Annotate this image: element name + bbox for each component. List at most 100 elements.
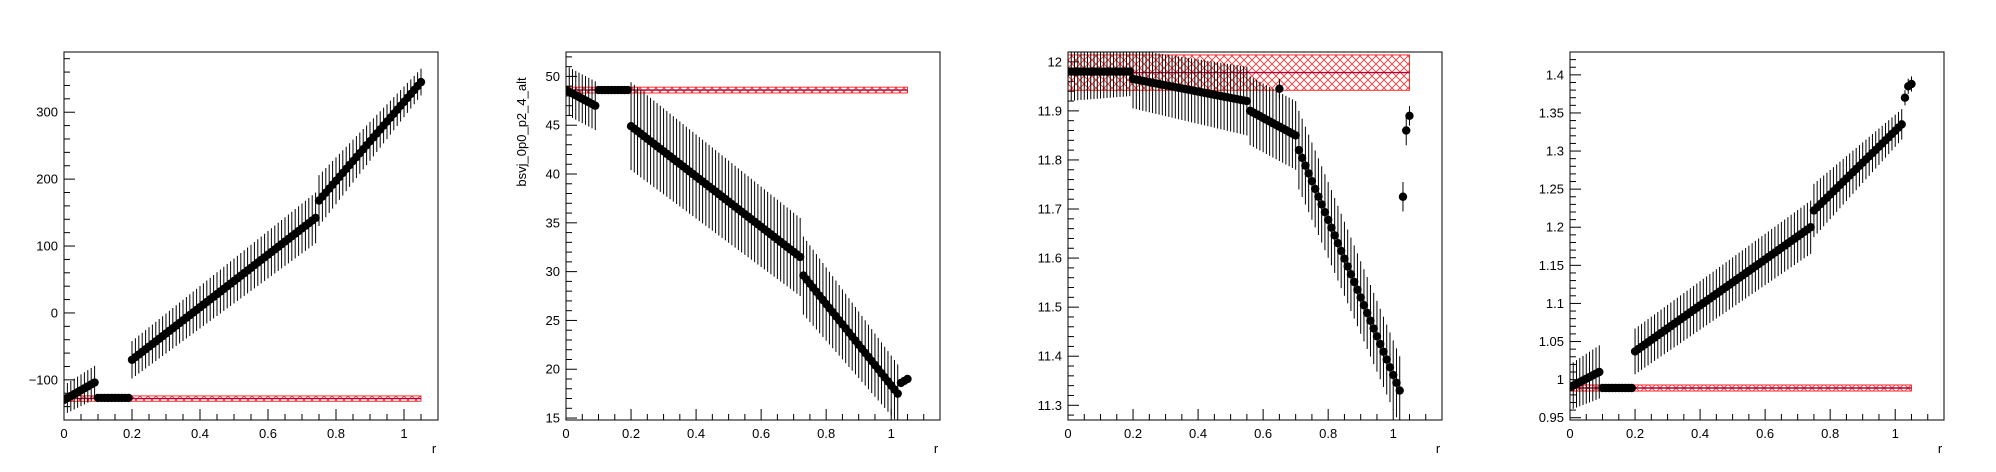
data-layer (64, 68, 426, 415)
data-point (1349, 277, 1359, 287)
x-tick-label: 0.6 (752, 426, 770, 441)
data-point (1340, 254, 1349, 263)
x-tick-label: 0.6 (1254, 426, 1272, 441)
data-point (1398, 192, 1408, 201)
x-axis-label: r (1436, 441, 1441, 456)
y-tick-label: 100 (36, 239, 58, 254)
x-tick-label: 0.8 (1319, 426, 1337, 441)
data-point (1297, 153, 1307, 163)
data-point (1900, 93, 1910, 102)
y-tick-label: 50 (546, 69, 560, 84)
plot-frame (565, 51, 941, 421)
data-point (1333, 239, 1343, 248)
y-tick-label: 0.95 (1539, 410, 1564, 425)
data-point (416, 77, 426, 87)
data-point (1907, 79, 1916, 89)
y-tick-label: 20 (546, 362, 560, 377)
data-point (795, 252, 805, 262)
data-point (1897, 120, 1906, 129)
x-tick-label: 0.8 (1821, 426, 1839, 441)
x-tick-label: 1 (1390, 426, 1397, 441)
data-point (893, 389, 902, 398)
y-tick-label: 11.3 (1038, 398, 1062, 413)
data-point (1385, 363, 1395, 372)
data-point (1389, 370, 1398, 380)
data-point (124, 393, 133, 403)
x-tick-label: 0.8 (817, 426, 835, 441)
y-tick-label: 15 (546, 411, 560, 426)
data-point (311, 213, 320, 223)
data-point (1402, 126, 1411, 135)
data-point (623, 85, 632, 95)
data-point (1595, 367, 1604, 377)
data-point (1343, 262, 1352, 271)
x-tick-label: 0 (60, 426, 67, 441)
data-point (1310, 184, 1320, 194)
data-layer (566, 65, 912, 420)
chart-panel-3: 0 0.2 0.4 0.6 0.8 1 r 11.3 11.4 11.5 11.6 11.7 11.8 1… (1038, 51, 1443, 456)
data-point (1376, 339, 1385, 349)
data-layer (1570, 76, 1916, 411)
data-point (90, 378, 99, 387)
plot-frame (1569, 51, 1945, 421)
data-point (1369, 324, 1378, 333)
y-tick-label: 12 (1048, 54, 1062, 69)
data-point (1627, 383, 1636, 393)
y-tick-label: 1.25 (1539, 182, 1564, 197)
y-tick-label: 35 (546, 215, 560, 230)
y-tick-label: 40 (546, 167, 560, 182)
y-tick-label: 200 (36, 172, 58, 187)
x-tick-label: 1 (1892, 426, 1899, 441)
plot-frame (63, 51, 439, 421)
y-tick-label: 1 (1557, 372, 1564, 387)
y-tick-label: 11.4 (1038, 349, 1062, 364)
y-tick-label: 1.15 (1539, 258, 1564, 273)
data-point (1366, 316, 1375, 325)
data-point (1327, 223, 1336, 232)
x-tick-label: 0.6 (259, 426, 277, 441)
x-tick-label: 0.4 (1691, 426, 1709, 441)
data-point (1275, 84, 1284, 94)
data-point (591, 101, 600, 110)
data-point (1294, 145, 1304, 155)
x-tick-label: 0.4 (191, 426, 209, 441)
data-point (903, 374, 912, 384)
data-point (1356, 293, 1365, 302)
data-point (1372, 332, 1382, 341)
y-tick-label: 1.05 (1539, 334, 1564, 349)
data-point (1395, 386, 1404, 395)
data-point (1314, 192, 1323, 201)
data-point (1382, 355, 1391, 364)
x-tick-label: 0.6 (1756, 426, 1774, 441)
data-point (1330, 231, 1339, 240)
y-tick-label: 300 (36, 105, 58, 120)
chart-panel-4: 0 0.2 0.4 0.6 0.8 1 r 0.95 1 1.05 1.1 1.15 1.2 1.25 1.… (1539, 51, 1945, 456)
data-layer (1068, 52, 1414, 420)
data-point (1323, 215, 1333, 225)
y-tick-label: 11.9 (1038, 103, 1062, 118)
data-point (1379, 347, 1388, 356)
data-point (1392, 378, 1401, 388)
data-point (1307, 176, 1317, 186)
data-point (1405, 111, 1414, 120)
y-tick-label: 1.3 (1546, 144, 1564, 159)
data-point (1317, 200, 1326, 209)
y-tick-label: 11.8 (1038, 152, 1062, 167)
data-point (1336, 246, 1346, 256)
x-tick-label: 0.4 (1189, 426, 1207, 441)
y-axis-label: bsvj_0p0_p2_4_alt (514, 77, 529, 187)
y-tick-label: 45 (546, 118, 560, 133)
y-tick-label: 11.7 (1038, 202, 1062, 217)
x-axis-label: r (432, 441, 437, 456)
x-tick-label: 0.2 (1124, 426, 1142, 441)
y-tick-label: 1.2 (1546, 220, 1564, 235)
y-tick-label: 25 (546, 313, 560, 328)
x-tick-label: 0 (562, 426, 569, 441)
x-axis-label: r (1938, 441, 1943, 456)
x-tick-label: 0 (1064, 426, 1071, 441)
x-tick-label: 0.4 (687, 426, 705, 441)
data-point (1359, 301, 1369, 310)
data-point (1363, 308, 1372, 318)
chart-panel-2: 0 0.2 0.4 0.6 0.8 1 r 15 20 25 30 35 40 45 50 bsvj_0p0_… (514, 51, 941, 456)
